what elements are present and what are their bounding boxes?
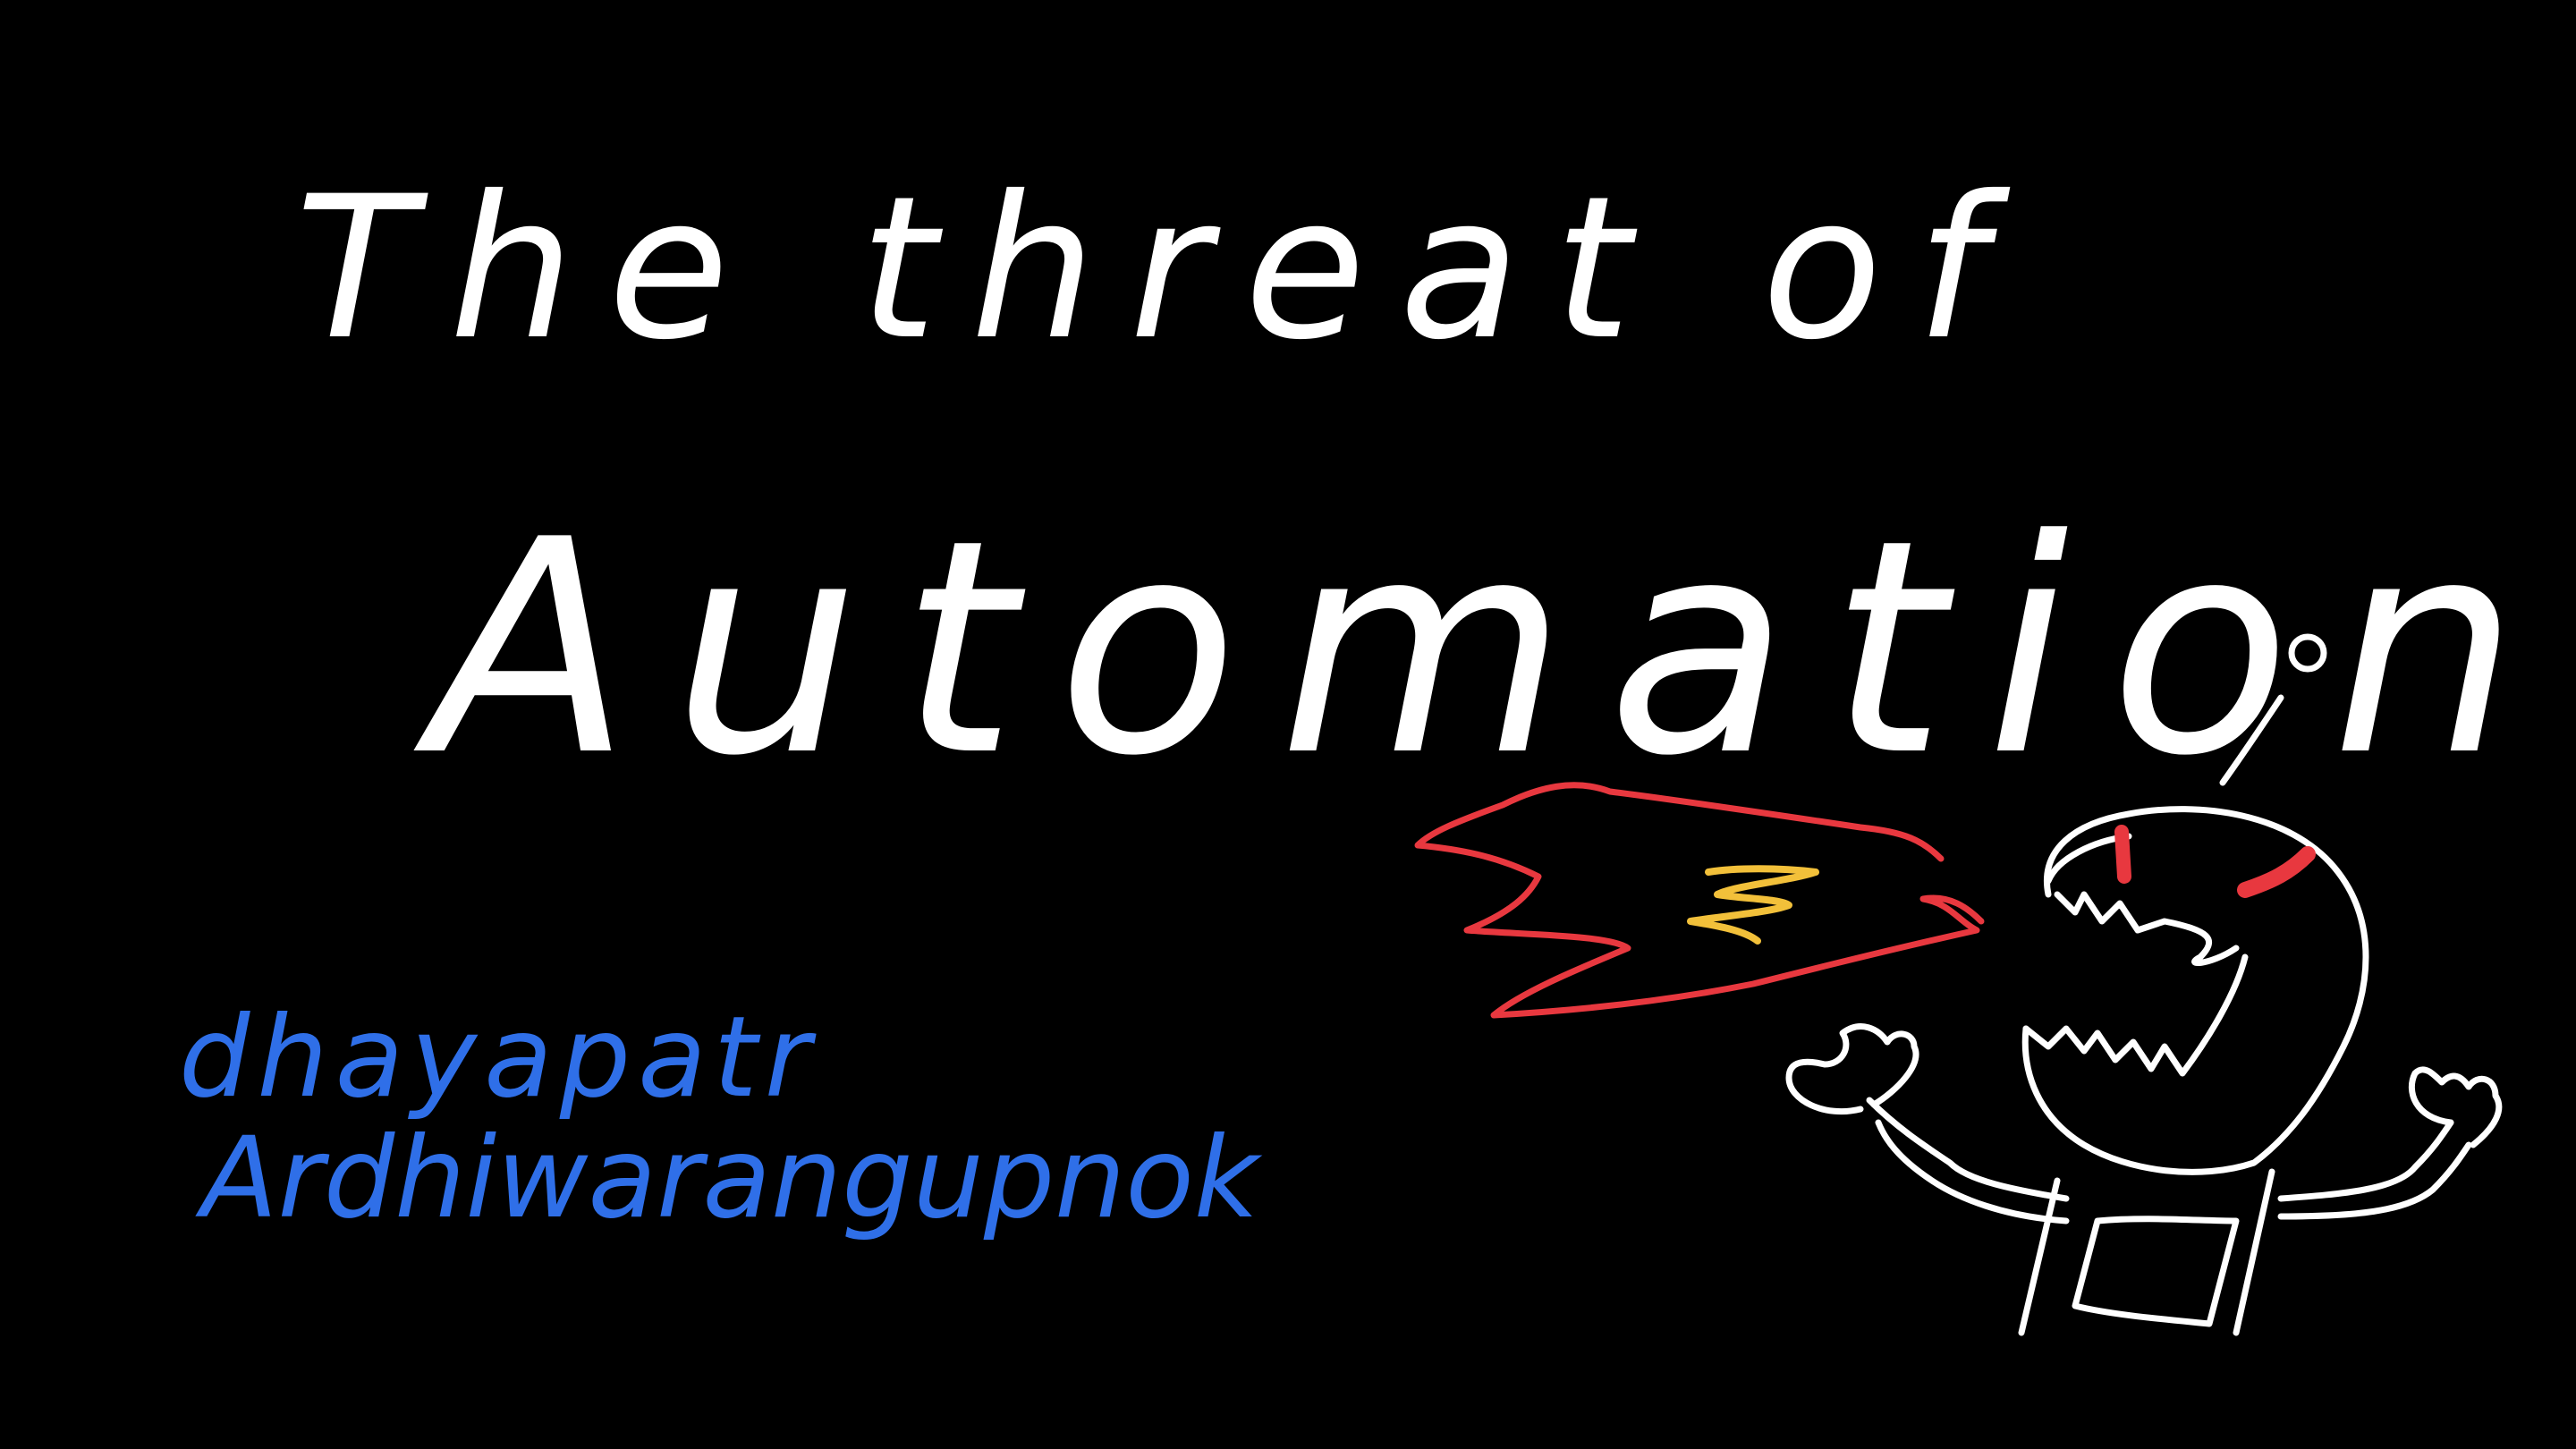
flame-inner <box>1687 865 1819 945</box>
robot-crown <box>2045 833 2132 885</box>
robot-eye-left <box>2114 825 2131 884</box>
author-name-line-1: dhayapatr <box>179 993 818 1123</box>
robot-torso <box>2072 1216 2240 1327</box>
robot-hand-left <box>1785 1023 1919 1115</box>
robot-mouth-lower <box>2022 953 2249 1077</box>
title-line-1: The threat of <box>295 154 2020 383</box>
robot-hand-right <box>2408 1066 2503 1148</box>
robot-head <box>2021 806 2369 1175</box>
robot-leg-left <box>2018 1177 2061 1336</box>
robot-leg-right <box>2233 1168 2275 1336</box>
title-line-2: Automation <box>429 477 2560 820</box>
robot-arm-left <box>1866 1097 2070 1224</box>
robot-mouth-upper <box>2054 891 2240 967</box>
robot-eyes <box>2114 825 2316 898</box>
robot-arm-right <box>2277 1119 2472 1220</box>
author-name-line-2: Ardhiwarangupnok <box>201 1114 1259 1243</box>
robot-eye-right <box>2237 846 2316 898</box>
